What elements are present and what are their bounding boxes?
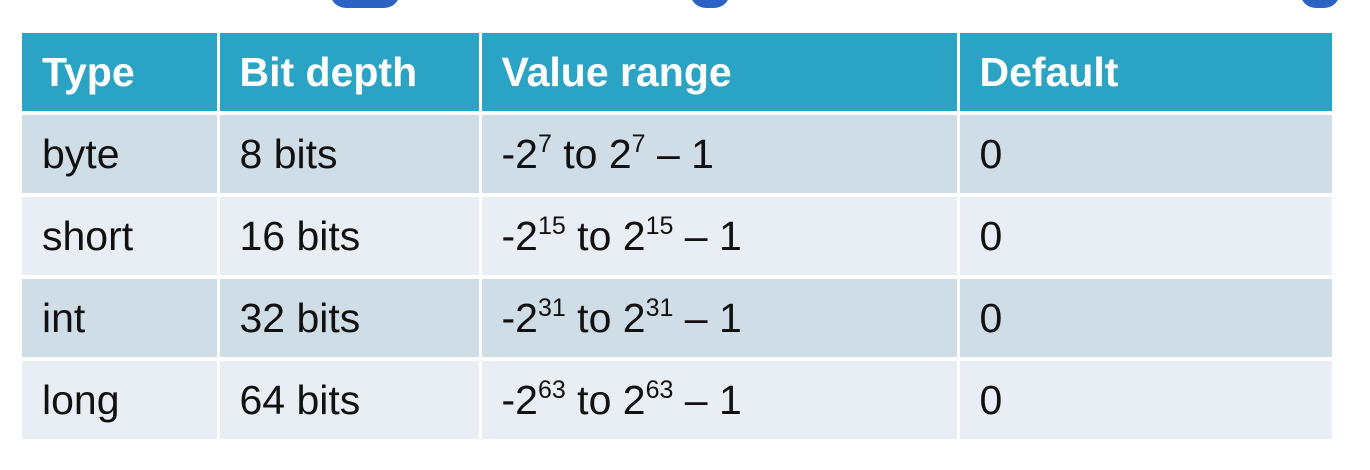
cell-value-range: -263 to 263 – 1 bbox=[480, 359, 960, 443]
cell-type: short bbox=[22, 195, 220, 279]
cell-value-range: -27 to 27 – 1 bbox=[480, 113, 960, 197]
cell-bit-depth: 8 bits bbox=[218, 113, 482, 197]
table-row: short 16 bits -215 to 215 – 1 0 bbox=[22, 195, 1332, 279]
cell-value-range: -231 to 231 – 1 bbox=[480, 277, 960, 361]
header-default: Default bbox=[958, 33, 1332, 115]
title-glyph-fragment bbox=[330, 0, 400, 8]
header-value-range: Value range bbox=[480, 33, 960, 115]
cell-default: 0 bbox=[958, 277, 1332, 361]
cell-default: 0 bbox=[958, 113, 1332, 197]
title-glyph-fragment bbox=[1300, 0, 1340, 8]
table-row: long 64 bits -263 to 263 – 1 0 bbox=[22, 359, 1332, 443]
title-glyph-fragment bbox=[690, 0, 730, 8]
cell-bit-depth: 64 bits bbox=[218, 359, 482, 443]
table-row: byte 8 bits -27 to 27 – 1 0 bbox=[22, 113, 1332, 197]
header-type: Type bbox=[22, 33, 220, 115]
cell-default: 0 bbox=[958, 195, 1332, 279]
slide-title-fragment bbox=[0, 0, 1370, 18]
table-header-row: Type Bit depth Value range Default bbox=[22, 33, 1332, 115]
cell-value-range: -215 to 215 – 1 bbox=[480, 195, 960, 279]
cell-type: int bbox=[22, 277, 220, 361]
integer-types-table: Type Bit depth Value range Default byte … bbox=[22, 33, 1332, 443]
cell-bit-depth: 16 bits bbox=[218, 195, 482, 279]
cell-type: long bbox=[22, 359, 220, 443]
header-bit-depth: Bit depth bbox=[218, 33, 482, 115]
cell-bit-depth: 32 bits bbox=[218, 277, 482, 361]
cell-type: byte bbox=[22, 113, 220, 197]
cell-default: 0 bbox=[958, 359, 1332, 443]
table-row: int 32 bits -231 to 231 – 1 0 bbox=[22, 277, 1332, 361]
